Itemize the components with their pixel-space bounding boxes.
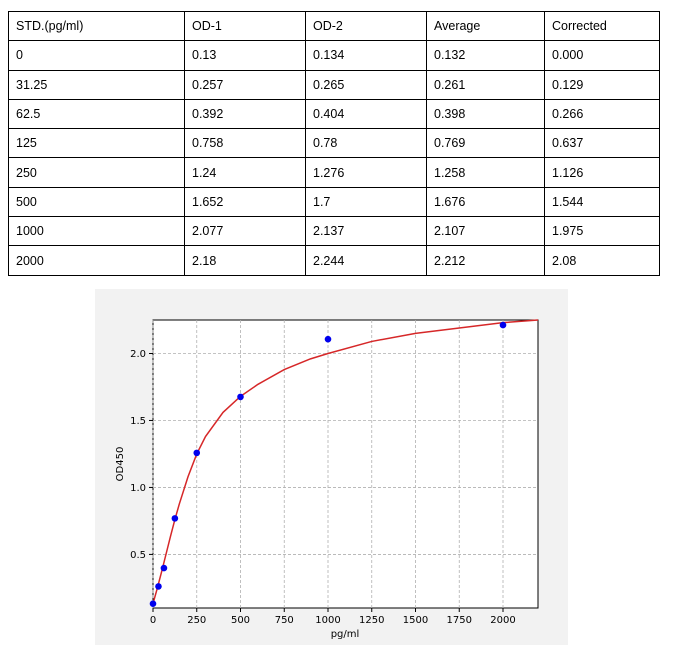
table-cell: 1.676 xyxy=(426,186,545,218)
table-header-row: STD.(pg/ml) OD-1 OD-2 Average Corrected xyxy=(8,10,660,42)
table-cell: 1.276 xyxy=(305,157,427,188)
table-row: 62.5 0.392 0.404 0.398 0.266 xyxy=(8,98,660,130)
table-row: 125 0.758 0.78 0.769 0.637 xyxy=(8,128,660,159)
x-tick-label: 1500 xyxy=(403,615,428,626)
table-row: 500 1.652 1.7 1.676 1.544 xyxy=(8,186,660,218)
x-axis-label: pg/ml xyxy=(331,629,360,640)
table-cell: 1.652 xyxy=(184,186,306,218)
table-cell: 31.25 xyxy=(8,69,185,100)
table-header-cell: OD-1 xyxy=(184,10,306,42)
chart-panel: 0 250 500 750 1000 1250 1500 1750 2000 0.5 1.0 1.5… xyxy=(95,289,568,645)
table-cell: 2.212 xyxy=(426,245,545,276)
table-cell: 0.000 xyxy=(544,40,660,71)
table-cell: 1.24 xyxy=(184,157,306,188)
y-tick-label: 1.0 xyxy=(130,483,146,494)
table-cell: 250 xyxy=(8,157,185,188)
data-point xyxy=(155,583,162,590)
fit-curve-group xyxy=(152,319,539,604)
table-header-cell: OD-2 xyxy=(305,10,427,42)
table-row: 31.25 0.257 0.265 0.261 0.129 xyxy=(8,69,660,100)
table-cell: 2.08 xyxy=(544,245,660,276)
data-point xyxy=(149,600,157,608)
grid-lines xyxy=(152,320,538,608)
table-cell: 0.13 xyxy=(184,40,306,71)
x-tick-label: 0 xyxy=(150,615,156,626)
table-cell: 0 xyxy=(8,40,185,71)
table-cell: 0.129 xyxy=(544,69,660,100)
table-cell: 0.392 xyxy=(184,98,306,130)
x-tick-label: 500 xyxy=(231,615,250,626)
table-cell: 1.258 xyxy=(426,157,545,188)
table-cell: 0.134 xyxy=(305,40,427,71)
table-cell: 1.7 xyxy=(305,186,427,218)
table-cell: 0.404 xyxy=(305,98,427,130)
table-cell: 0.266 xyxy=(544,98,660,130)
table-cell: 0.78 xyxy=(305,128,427,159)
table-cell: 125 xyxy=(8,128,185,159)
fit-curve-line xyxy=(152,319,539,604)
table-cell: 0.257 xyxy=(184,69,306,100)
table-cell: 2.244 xyxy=(305,245,427,276)
x-tick-label: 1250 xyxy=(359,615,384,626)
table-cell: 0.265 xyxy=(305,69,427,100)
table-cell: 0.637 xyxy=(544,128,660,159)
table-row: 2000 2.18 2.244 2.212 2.08 xyxy=(8,245,660,276)
data-point xyxy=(160,564,168,572)
table-cell: 0.398 xyxy=(426,98,545,130)
data-point xyxy=(171,515,179,522)
table-row: 250 1.24 1.276 1.258 1.126 xyxy=(8,157,660,188)
data-point xyxy=(324,335,332,343)
table-cell: 0.769 xyxy=(426,128,545,159)
table-cell: 0.261 xyxy=(426,69,545,100)
table-cell: 2.077 xyxy=(184,216,306,247)
table-header-cell: STD.(pg/ml) xyxy=(8,10,185,42)
y-tick-label: 1.5 xyxy=(130,416,146,427)
table-header-cell: Corrected xyxy=(544,10,660,42)
x-tick-label: 250 xyxy=(187,615,206,626)
table-cell: 2.18 xyxy=(184,245,306,276)
x-tick-label: 2000 xyxy=(490,615,515,626)
data-point xyxy=(193,449,201,457)
data-point xyxy=(499,321,507,329)
plot-area xyxy=(152,319,539,609)
table-cell: 0.132 xyxy=(426,40,545,71)
table-cell: 1.126 xyxy=(544,157,660,188)
table-cell: 1.544 xyxy=(544,186,660,218)
y-axis-ticks: 0.5 1.0 1.5 2.0 xyxy=(130,349,153,561)
table-cell: 2.107 xyxy=(426,216,545,247)
table-cell: 2000 xyxy=(8,245,185,276)
table-row: 1000 2.077 2.137 2.107 1.975 xyxy=(8,216,660,247)
standard-data-table: STD.(pg/ml) OD-1 OD-2 Average Corrected 0 0.13… xyxy=(8,10,660,276)
table-cell: 500 xyxy=(8,186,185,218)
table-cell: 1000 xyxy=(8,216,185,247)
x-tick-label: 1750 xyxy=(447,615,472,626)
data-points-group xyxy=(149,321,507,608)
y-tick-label: 2.0 xyxy=(130,349,146,360)
table-cell: 1.975 xyxy=(544,216,660,247)
x-tick-label: 750 xyxy=(275,615,294,626)
y-axis-label: OD450 xyxy=(115,447,126,482)
table-cell: 2.137 xyxy=(305,216,427,247)
standard-curve-chart: 0 250 500 750 1000 1250 1500 1750 2000 0.5 1.0 1.5… xyxy=(115,319,539,640)
table-row: 0 0.13 0.134 0.132 0.000 xyxy=(8,40,660,71)
y-tick-label: 0.5 xyxy=(130,550,146,561)
x-tick-label: 1000 xyxy=(315,615,340,626)
table-cell: 62.5 xyxy=(8,98,185,130)
x-axis-ticks: 0 250 500 750 1000 1250 1500 1750 2000 xyxy=(150,608,516,626)
table-cell: 0.758 xyxy=(184,128,306,159)
data-point xyxy=(237,393,244,401)
table-header-cell: Average xyxy=(426,10,545,42)
